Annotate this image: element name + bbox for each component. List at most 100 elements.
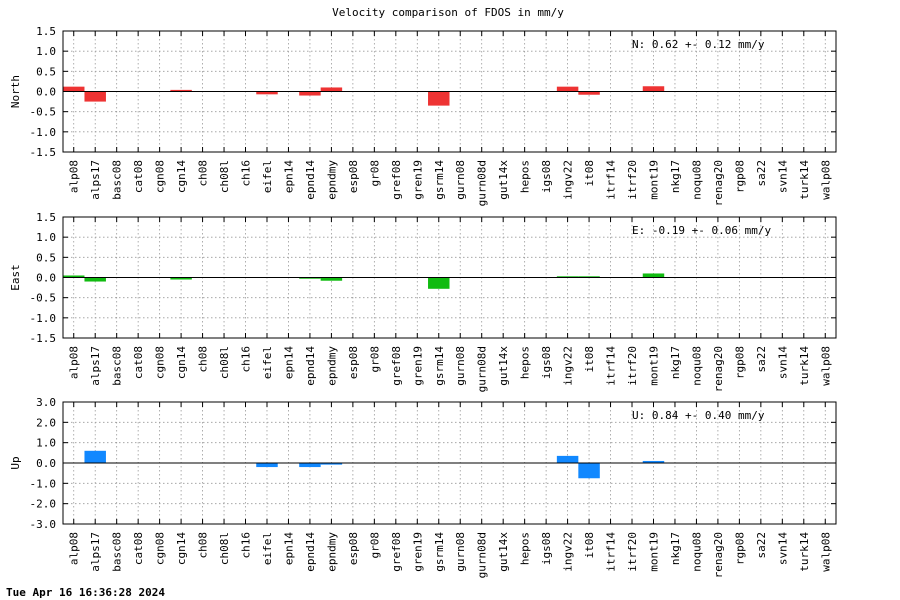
x-tick-label: renag20 [712,532,725,578]
east-panel: 1.5 1.0 0.5 0.0 -0.5 -1.0 -1.5 alp08 alps17 basc0… [9,211,837,392]
x-tick-label: rgp08 [733,532,746,565]
bar [84,450,106,463]
chart-title: Velocity comparison of FDOS in mm/y [332,6,564,19]
y-tick-label: 0.5 [36,251,56,264]
x-tick-label: mont19 [647,160,660,200]
x-tick-label: cgn08 [154,532,167,565]
x-tick-label: gr08 [368,532,381,559]
x-tick-label: nkg17 [669,346,682,379]
bar [428,91,450,106]
plot-frame [62,401,837,525]
x-tick-label: gut14x [497,346,510,386]
plot-frame [62,30,837,153]
x-tick-label: ingv22 [562,160,575,200]
x-tick-label: it08 [583,532,596,559]
x-tick-label: hepos [519,160,532,193]
x-tick-label: gref08 [390,532,403,572]
x-tick-label: esp08 [347,346,360,379]
x-tick-label: ch16 [240,532,253,559]
x-tick-label: nkg17 [669,160,682,193]
x-tick-label: sa22 [755,160,768,187]
x-tick-label: epnd14 [304,532,317,572]
bar [642,460,665,463]
x-tick-label: gsrm14 [433,160,446,200]
x-tick-label: svn14 [776,160,789,193]
y-tick-label: -0.5 [30,292,57,305]
x-tick-label: itrf14 [605,160,618,200]
x-tick-label: gurn08 [454,346,467,386]
x-tick-label: gren19 [411,532,424,572]
y-axis-label: North [9,75,22,108]
x-tick-label: epn14 [282,532,295,565]
bar [299,463,321,468]
x-tick-label: hepos [519,346,532,379]
bar [256,91,278,95]
x-tick-label: sa22 [755,346,768,373]
y-tick-label: 1.0 [36,231,56,244]
x-tick-label: gref08 [390,346,403,386]
bar [63,275,85,278]
x-tick-label: rgp08 [733,346,746,379]
bar [170,89,192,92]
y-tick-label: -1.0 [30,477,57,490]
x-tick-label: noqu08 [690,160,703,200]
x-tick-label: cgn14 [175,160,188,193]
north-panel: 1.5 1.0 0.5 0.0 -0.5 -1.0 -1.5 alp08 alps17 basc0… [9,25,837,206]
x-tick-label: gurn08 [454,532,467,572]
y-tick-label: 0.0 [36,272,56,285]
x-tick-label: eifel [261,160,274,193]
x-tick-label: cat08 [132,532,145,565]
y-tick-label: 1.5 [36,25,56,38]
x-tick-label: alps17 [89,160,102,200]
y-tick-label: -1.5 [30,146,57,159]
x-tick-label: svn14 [776,532,789,565]
bar [299,91,321,96]
x-tick-label: alps17 [89,532,102,572]
x-tick-label: gref08 [390,160,403,200]
x-tick-label: ch16 [240,160,253,187]
y-tick-label: 1.0 [36,45,56,58]
x-tick-label: gren19 [411,160,424,200]
plot-frame [62,216,837,339]
y-tick-label: -1.0 [30,312,57,325]
stats-annotation: N: 0.62 +- 0.12 mm/y [632,38,765,51]
y-tick-label: -2.0 [30,498,57,511]
x-tick-label: rgp08 [733,160,746,193]
bar [170,277,192,280]
bar [642,273,665,278]
x-tick-label: renag20 [712,160,725,206]
x-tick-label: itrf14 [605,346,618,386]
x-tick-label: epn14 [282,160,295,193]
x-tick-label: noqu08 [690,532,703,572]
bar [556,455,579,463]
x-tick-label: itrf20 [626,532,639,572]
x-tick-label: turk14 [798,532,811,572]
x-tick-label: esp08 [347,160,360,193]
x-tick-label: cgn14 [175,346,188,379]
x-tick-label: sa22 [755,532,768,559]
x-tick-label: hepos [519,532,532,565]
x-tick-label: svn14 [776,346,789,379]
x-tick-label: alp08 [68,346,81,379]
x-tick-label: gr08 [368,160,381,187]
x-tick-label: ch08l [218,160,231,193]
x-tick-label: eifel [261,346,274,379]
x-tick-label: gut14x [497,160,510,200]
stats-annotation: U: 0.84 +- 0.40 mm/y [632,409,765,422]
x-tick-label: epndmy [325,346,338,386]
x-tick-label: renag20 [712,346,725,392]
x-tick-label: basc08 [111,160,124,200]
x-tick-label: igs08 [540,532,553,565]
x-tick-label: gr08 [368,346,381,373]
x-tick-label: ingv22 [562,532,575,572]
bar [320,463,343,465]
x-tick-label: mont19 [647,532,660,572]
bar [556,86,579,92]
x-tick-label: epn14 [282,346,295,379]
bar [320,277,343,281]
x-tick-label: ch08l [218,346,231,379]
x-tick-label: ch08 [197,346,210,373]
x-tick-label: cat08 [132,160,145,193]
bar [320,87,343,92]
